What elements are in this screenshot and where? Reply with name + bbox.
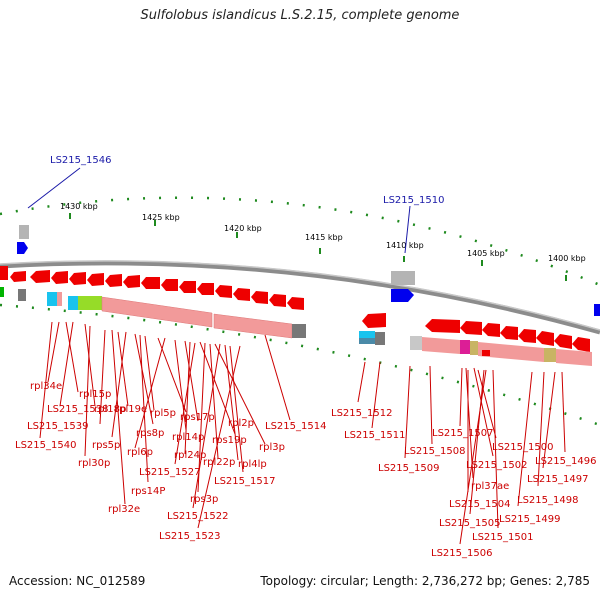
scale-label-1415: 1415 kbp <box>305 233 343 242</box>
gene-label: LS215_1497 <box>527 474 588 485</box>
gene-feature-cyan <box>68 296 78 310</box>
gene-label: rpl2p <box>228 418 254 429</box>
gene-label: rps17p <box>180 412 215 423</box>
gene-feature-gray <box>18 289 26 301</box>
gene-feature-pink <box>57 292 62 306</box>
genome-summary: Topology: circular; Length: 2,736,272 bp… <box>260 574 590 588</box>
gene-label: LS215_1509 <box>378 463 439 474</box>
gene-label: rpl30p <box>78 458 110 469</box>
gene-label: rpl3p <box>259 442 285 453</box>
genome-backbone-highlight <box>0 260 600 331</box>
gene-label: rpl6p <box>127 447 153 458</box>
gene-arrow-blue <box>391 289 414 302</box>
gene-label: rpl34e <box>30 381 62 392</box>
gene-label: LS215_1514 <box>265 421 326 432</box>
gene-label: LS215_1496 <box>535 456 596 467</box>
gene-label: LS215_1538 <box>47 404 108 415</box>
gene-label: rps14P <box>131 486 165 497</box>
callout-label: LS215_1510 <box>383 195 444 206</box>
gene-label: LS215_1507 <box>432 428 493 439</box>
gene-label: LS215_1502 <box>466 460 527 471</box>
gene-label: rpl15p <box>79 389 111 400</box>
gene-label: rps5p <box>92 440 120 451</box>
gene-label: LS215_1517 <box>214 476 275 487</box>
scale-label-1400: 1400 kbp <box>548 254 586 263</box>
gene-label: rpl32e <box>108 504 140 515</box>
gene-label: LS215_1511 <box>344 430 405 441</box>
gene-feature-gray <box>391 271 415 285</box>
gene-feature-green <box>0 287 4 297</box>
scale-label-1420: 1420 kbp <box>224 224 262 233</box>
gene-label: rpl19e <box>115 404 147 415</box>
gene-label: LS215_1540 <box>15 440 76 451</box>
scale-label-1405: 1405 kbp <box>467 249 505 258</box>
gene-label: rpl4lp <box>238 459 267 470</box>
gene-label: LS215_1505 <box>439 518 500 529</box>
gene-label: LS215_1508 <box>404 446 465 457</box>
gene-label: LS215_1527 <box>139 467 200 478</box>
gene-arrows-right-cluster <box>425 319 590 352</box>
genome-backbone <box>0 260 600 335</box>
gene-label: LS215_1498 <box>517 495 578 506</box>
gene-feature-gray <box>292 324 306 338</box>
gene-arrow-blue <box>17 242 28 254</box>
gene-arrow-red <box>482 350 490 356</box>
gene-label: LS215_1522 <box>167 511 228 522</box>
gene-feature-olive <box>470 341 478 355</box>
gene-label: rpl18p <box>94 404 126 415</box>
gene-label: rpl24p <box>174 450 206 461</box>
gene-label: rpl37ae <box>471 481 509 492</box>
gene-feature-olive <box>544 348 556 362</box>
gene-feature-pink-band <box>101 296 213 328</box>
gene-label: rps3p <box>190 494 218 505</box>
gene-label: LS215_1512 <box>331 408 392 419</box>
gene-arrows-left-cluster <box>0 266 304 310</box>
accession-label: Accession: NC_012589 <box>9 574 146 588</box>
gene-label: LS215_1501 <box>472 532 533 543</box>
gene-label: LS215_1499 <box>499 514 560 525</box>
gene-arrow-red <box>362 313 386 328</box>
gene-label: LS215_1523 <box>159 531 220 542</box>
gene-label: rps19p <box>212 435 247 446</box>
gene-feature-steel <box>359 338 375 344</box>
gene-label-leaders <box>39 321 566 545</box>
gene-label: rps8p <box>136 428 164 439</box>
gene-feature-pink-band <box>213 313 293 339</box>
callout-leader-1546 <box>27 167 81 209</box>
gene-label: LS215_1504 <box>449 499 510 510</box>
gene-feature-silver <box>410 336 422 350</box>
map-title: Sulfolobus islandicus L.S.2.15, complete… <box>140 8 460 23</box>
gene-label: rpl5p <box>150 408 176 419</box>
gene-label: rpl22p <box>203 457 235 468</box>
gene-feature-cyan <box>47 292 57 306</box>
gene-feature-pink-band <box>478 342 544 362</box>
gene-label: LS215_1506 <box>431 548 492 559</box>
gene-feature-pink-band <box>422 337 460 354</box>
callout-leader-1510 <box>404 205 411 254</box>
scale-label-1410: 1410 kbp <box>386 241 424 250</box>
scale-label-1425: 1425 kbp <box>142 213 180 222</box>
gene-feature-gray <box>19 225 29 239</box>
gene-label: rpl14p <box>172 432 204 443</box>
major-ticks <box>69 213 567 281</box>
callout-label: LS215_1546 <box>50 155 111 166</box>
scale-label-1430: 1430 kbp <box>60 202 98 211</box>
gene-arrow-blue <box>594 304 600 316</box>
gene-feature-gray <box>375 332 385 345</box>
gene-feature-lime <box>78 296 102 310</box>
gene-feature-cyan <box>359 331 375 338</box>
gene-feature-pink-band <box>556 349 592 366</box>
gene-label: LS215_1539 <box>27 421 88 432</box>
gene-feature-magenta <box>460 340 470 354</box>
gene-label: LS215_1500 <box>492 442 553 453</box>
